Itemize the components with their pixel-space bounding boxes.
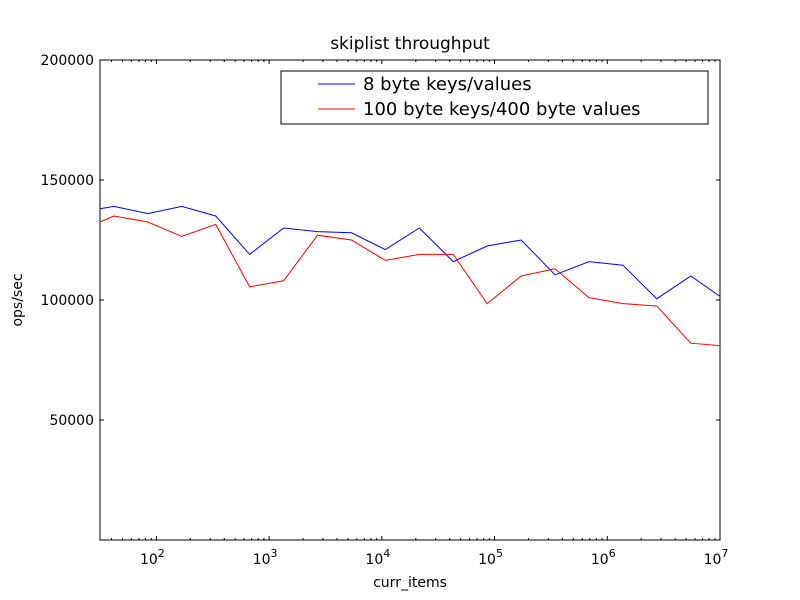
plot-frame <box>99 59 721 541</box>
y-major-ticks: 50000 100000 150000 200000 <box>41 53 720 429</box>
series-layer <box>99 205 721 347</box>
x-tick-label: 103 <box>253 547 278 568</box>
x-axis-label: curr_items <box>373 575 447 591</box>
legend: 8 byte keys/values 100 byte keys/400 byt… <box>280 70 709 125</box>
x-tick-label: 104 <box>365 547 390 568</box>
y-tick-label: 150000 <box>41 173 94 189</box>
y-tick-label: 50000 <box>49 413 94 429</box>
y-tick-label: 200000 <box>41 53 94 69</box>
y-axis-label: ops/sec <box>10 273 26 326</box>
x-tick-label: 105 <box>478 547 503 568</box>
series-line-2 <box>99 215 721 347</box>
x-tick-label: 102 <box>140 547 165 568</box>
legend-label-series-1: 8 byte keys/values <box>363 74 532 95</box>
x-tick-label: 106 <box>591 547 616 568</box>
y-tick-label: 100000 <box>41 293 94 309</box>
series-line-1 <box>99 205 721 300</box>
legend-box <box>280 70 709 125</box>
x-minor-ticks <box>111 60 716 540</box>
x-tick-label: 107 <box>704 547 729 568</box>
chart-title: skiplist throughput <box>330 34 490 54</box>
legend-label-series-2: 100 byte keys/400 byte values <box>363 99 641 120</box>
